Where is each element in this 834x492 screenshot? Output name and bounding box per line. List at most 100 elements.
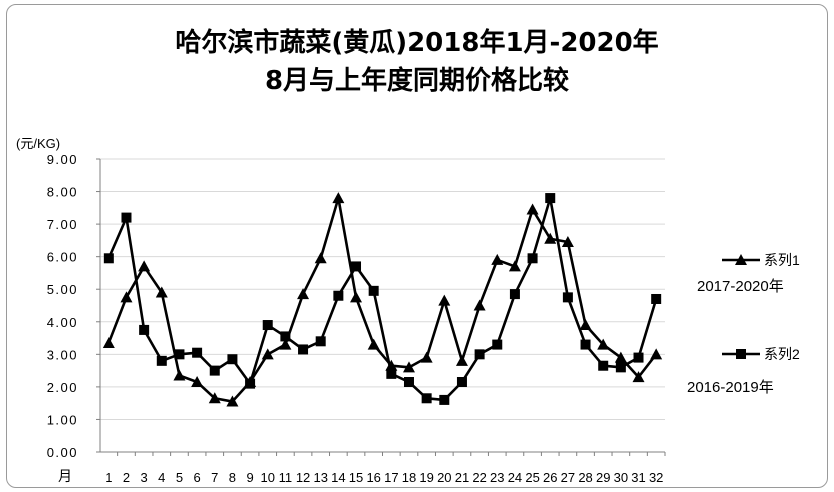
y-tick-label: 6.00 [47,250,78,265]
x-tick-label: 19 [419,470,433,485]
x-tick-label: 5 [176,470,183,485]
y-tick-label: 3.00 [47,347,78,362]
series-1-point [297,288,310,300]
y-tick-label: 8.00 [47,185,78,200]
series-1-point [508,260,521,272]
x-tick-label: 31 [631,470,645,485]
x-tick-label: 27 [561,470,575,485]
legend-label: 系列1 [764,252,800,268]
x-tick-label: 22 [472,470,486,485]
y-tick-label: 5.00 [47,282,78,297]
x-tick-label: 17 [384,470,398,485]
series-2-point [421,393,432,404]
series-1-point [138,260,151,272]
legend-marker [735,254,747,265]
chart-title-line-2: 8月与上年度同期价格比较 [264,66,570,96]
series-2-point [139,324,150,335]
series-1-point [402,361,415,373]
y-tick-label: 9.00 [47,152,78,167]
series-1-point [632,371,645,383]
series-1-point [561,236,574,248]
x-tick-label: 11 [279,470,293,485]
series-2-point [598,360,609,371]
series-2-point [545,193,556,204]
x-tick-label: 21 [455,470,469,485]
series-1-point [544,232,557,244]
x-tick-label: 24 [508,470,522,485]
series-1-point [314,252,327,264]
series-2-point [580,339,591,350]
legend-annotation: 2016-2019年 [687,379,774,396]
series-1-point [597,338,610,350]
series-2-point [651,293,662,304]
series-1-point [650,348,663,360]
series-2 [103,193,662,405]
series-2-point [351,261,362,272]
series-1-point [473,299,486,311]
y-tick-label: 4.00 [47,315,78,330]
x-tick-label: 29 [596,470,610,485]
series-2-point [315,336,326,347]
x-tick-label: 28 [578,470,592,485]
x-tick-label: 1 [105,470,112,485]
series-1-point [279,338,292,350]
y-tick-label: 7.00 [47,217,78,232]
y-tick-label: 1.00 [47,412,78,427]
y-axis-label: (元/KG) [16,136,60,151]
y-tick-label: 2.00 [47,380,78,395]
x-tick-label: 30 [614,470,628,485]
series-2-point [492,339,503,350]
chart-frame [6,4,828,488]
series-2-point [262,320,273,331]
x-tick-label: 10 [261,470,275,485]
x-tick-label: 7 [211,470,218,485]
series-1-point [455,354,468,366]
series-2-point [121,212,132,223]
series-1-point [173,369,186,381]
x-tick-label: 18 [402,470,416,485]
series-1-point [614,351,627,363]
series-2-point [298,344,309,355]
x-tick-label: 13 [313,470,327,485]
x-tick-label: 8 [229,470,236,485]
series-2-point [527,253,538,264]
series-1-point [332,192,345,204]
series-1 [102,192,663,407]
x-tick-label: 4 [158,470,165,485]
series-2-point [403,377,414,388]
series-2-point [615,362,626,373]
series-2-point [103,253,114,264]
series-1-line [107,196,658,403]
x-tick-label: 20 [437,470,451,485]
series-1-point [191,376,204,388]
series-2-point [439,394,450,405]
legend-annotation: 2017-2020年 [697,278,784,295]
series-1-point [526,203,539,215]
x-tick-label: 6 [193,470,200,485]
series-2-point [633,352,644,363]
chart-title-line-1: 哈尔滨市蔬菜(黄瓜)2018年1月-2020年 [175,28,659,58]
x-tick-label: 14 [331,470,345,485]
y-tick-label: 0.00 [47,445,78,460]
series-1-point [385,359,398,371]
series-2-point [280,331,291,342]
series-2-point [386,368,397,379]
series-1-point [367,338,380,350]
series-2-point [245,378,256,389]
x-tick-label: 15 [349,470,363,485]
series-2-point [368,285,379,296]
series-2-point [156,355,167,366]
legend-entry-1: 系列1 2017-2020年 [697,252,800,295]
series-1-point [420,351,433,363]
x-tick-label: 16 [366,470,380,485]
series-2-point [333,290,344,301]
legend-entry-2: 系列2 2016-2019年 [687,346,800,396]
x-tick-label: 9 [246,470,253,485]
series-2-point [174,349,185,360]
series-1-point [350,291,363,303]
series-1-point [102,336,115,348]
x-tick-label: 25 [525,470,539,485]
series-1-point [491,253,504,265]
x-tick-label: 32 [649,470,663,485]
series-1-point [226,395,239,407]
